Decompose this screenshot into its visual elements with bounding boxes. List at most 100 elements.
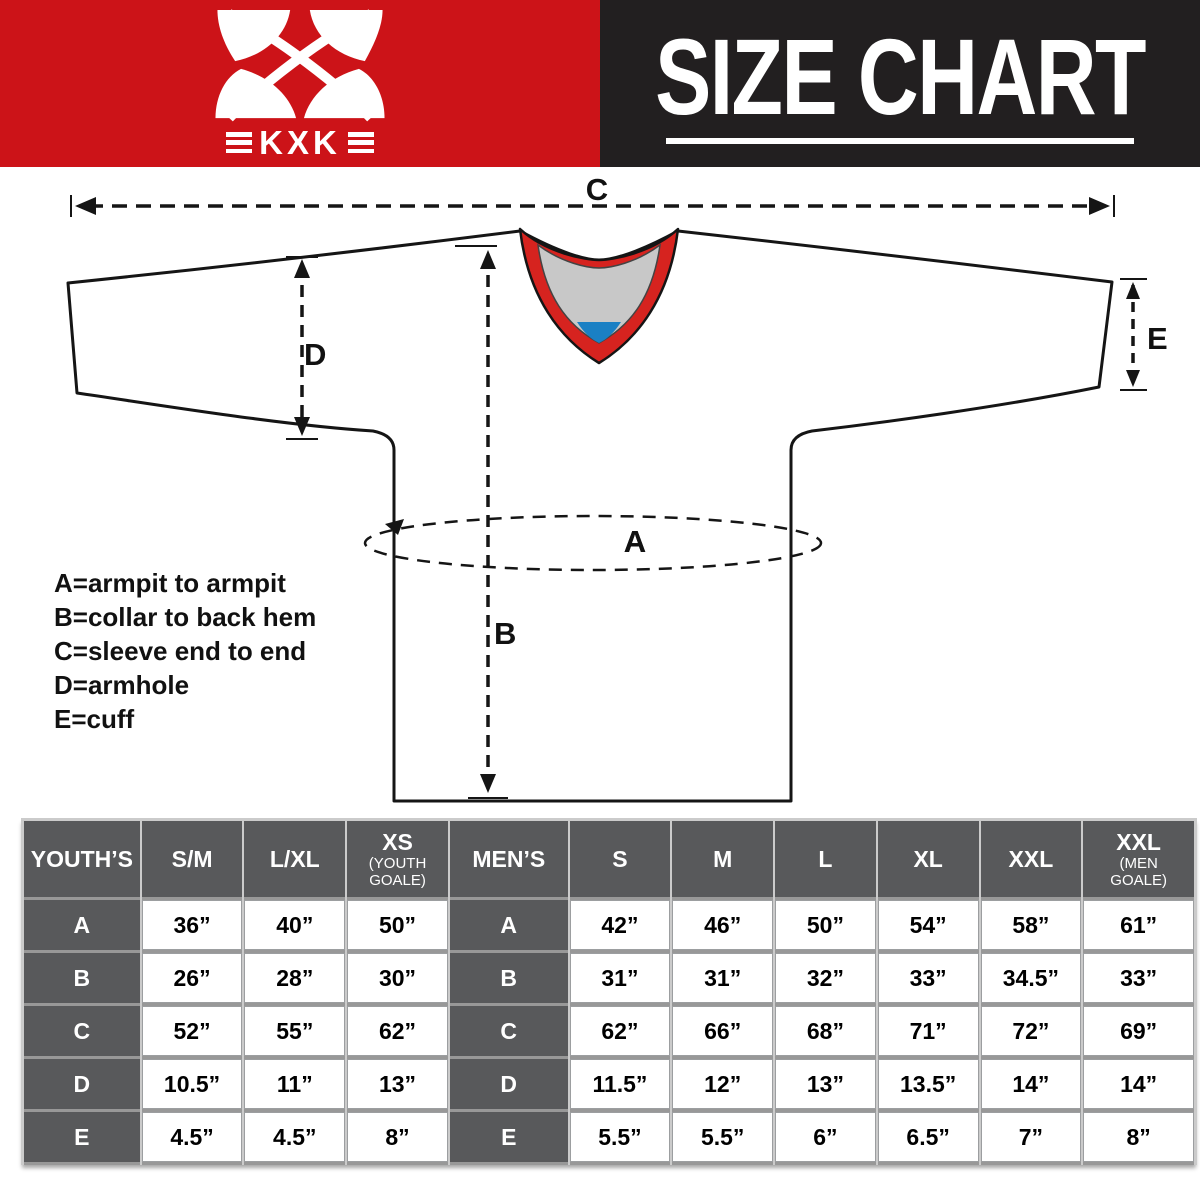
col-header-xs-youth-goale: XS (YOUTH GOALE) [347,821,448,897]
jersey-diagram: C D B [0,167,1200,820]
table-cell: 4.5” [141,1112,243,1162]
title-panel: SIZE CHART [600,0,1200,167]
collar-point [577,322,621,343]
jersey-drawing: C D B [66,172,1168,803]
legend-line-d: D=armhole [54,670,190,700]
table-row-b: B 26” 28” 30” B 31” 31” 32” 33” 34.5” 33… [24,953,1194,1003]
dim-label-a-front: A [624,524,646,559]
table-cell: 61” [1083,900,1194,950]
dim-label-e: E [1147,321,1168,356]
dim-label-c: C [586,172,608,207]
page-title: SIZE CHART [655,16,1146,137]
table-cell: 40” [244,900,346,950]
table-cell: 14” [980,1059,1082,1109]
table-cell: 52” [141,1006,243,1056]
table-cell: 11” [244,1059,346,1109]
dimension-b [455,245,508,799]
table-cell: 54” [877,900,979,950]
table-cell: 13” [347,1059,448,1109]
table-cell: 50” [347,900,448,950]
row-label: E [24,1112,140,1162]
table-cell: 33” [877,953,979,1003]
col-header-sm: S/M [141,821,243,897]
row-label: C [449,1006,568,1056]
size-table: YOUTH’S S/M L/XL XS (YOUTH GOALE) MEN’S S… [21,818,1197,1165]
table-cell: 13” [775,1059,876,1109]
brand-panel: KXK [0,0,600,167]
legend-line-e: E=cuff [54,704,135,734]
table-cell: 6.5” [877,1112,979,1162]
table-cell: 14” [1083,1059,1194,1109]
table-cell: 31” [672,953,774,1003]
dimension-c [70,195,1115,217]
table-cell: 5.5” [672,1112,774,1162]
brand-name: KXK [259,124,341,161]
table-cell: 69” [1083,1006,1194,1056]
logo-left-bars-icon [226,132,253,153]
table-cell: 66” [672,1006,774,1056]
table-row-d: D 10.5” 11” 13” D 11.5” 12” 13” 13.5” 14… [24,1059,1194,1109]
table-cell: 46” [672,900,774,950]
col-header-m: M [672,821,774,897]
table-row-e: E 4.5” 4.5” 8” E 5.5” 5.5” 6” 6.5” 7” 8” [24,1112,1194,1162]
dim-label-a: A [624,524,646,559]
legend-line-a: A=armpit to armpit [54,568,286,598]
table-cell: 55” [244,1006,346,1056]
table-cell: 34.5” [980,953,1082,1003]
table-cell: 11.5” [569,1059,671,1109]
measurement-legend: A=armpit to armpit B=collar to back hem … [54,566,316,736]
top-banner: KXK SIZE CHART [0,0,1200,167]
table-row-a: A 36” 40” 50” A 42” 46” 50” 54” 58” 61” [24,900,1194,950]
row-label: A [449,900,568,950]
table-cell: 62” [569,1006,671,1056]
row-label: D [24,1059,140,1109]
row-label: B [449,953,568,1003]
col-header-xxl: XXL [980,821,1082,897]
jersey-outline [66,229,1114,803]
col-header-l: L [775,821,876,897]
logo-right-bars-icon [347,132,374,153]
dimension-d [286,256,318,440]
kxk-butterfly-logo-icon [215,9,385,122]
table-header-row: YOUTH’S S/M L/XL XS (YOUTH GOALE) MEN’S S… [24,821,1194,897]
collar-inner [537,243,661,344]
table-cell: 13.5” [877,1059,979,1109]
table-row-c: C 52” 55” 62” C 62” 66” 68” 71” 72” 69” [24,1006,1194,1056]
table-cell: 31” [569,953,671,1003]
table-cell: 62” [347,1006,448,1056]
table-cell: 32” [775,953,876,1003]
col-header-lxl: L/XL [244,821,346,897]
title-underline [666,138,1134,144]
dim-label-d: D [304,337,326,372]
col-header-xl: XL [877,821,979,897]
table-cell: 50” [775,900,876,950]
dimension-e [1120,278,1147,391]
table-cell: 42” [569,900,671,950]
row-label: C [24,1006,140,1056]
table-cell: 7” [980,1112,1082,1162]
table-cell: 28” [244,953,346,1003]
table-cell: 33” [1083,953,1194,1003]
legend-line-c: C=sleeve end to end [54,636,307,666]
row-label: E [449,1112,568,1162]
brand-logotype: KXK [226,126,374,159]
dim-label-b: B [494,616,516,651]
row-label: B [24,953,140,1003]
table-cell: 10.5” [141,1059,243,1109]
table-cell: 71” [877,1006,979,1056]
legend-line-b: B=collar to back hem [54,602,317,632]
table-cell: 4.5” [244,1112,346,1162]
table-cell: 36” [141,900,243,950]
table-cell: 12” [672,1059,774,1109]
row-label: A [24,900,140,950]
table-cell: 5.5” [569,1112,671,1162]
col-header-youths: YOUTH’S [24,821,140,897]
table-cell: 68” [775,1006,876,1056]
dimension-a [363,514,823,572]
col-header-xxl-men-goale: XXL (MEN GOALE) [1083,821,1194,897]
table-cell: 26” [141,953,243,1003]
table-cell: 30” [347,953,448,1003]
table-cell: 8” [347,1112,448,1162]
table-cell: 72” [980,1006,1082,1056]
